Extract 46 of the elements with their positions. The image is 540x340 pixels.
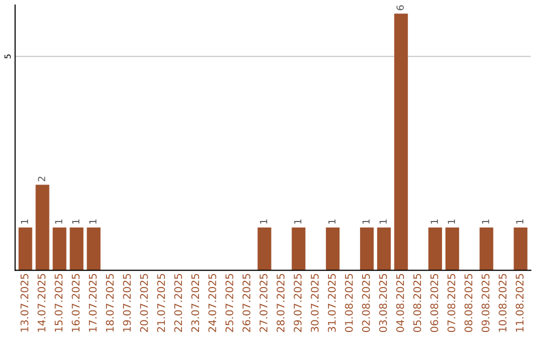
x-tick-label: 07.08.2025 bbox=[447, 274, 456, 332]
x-tick-label: 04.08.2025 bbox=[396, 274, 404, 332]
data-label: 1 bbox=[328, 219, 336, 224]
x-tick-label: 16.07.2025 bbox=[72, 274, 80, 332]
x-tick-label: 23.07.2025 bbox=[191, 274, 200, 332]
x-tick-label: 30.07.2025 bbox=[310, 274, 319, 332]
x-tick-label: 28.07.2025 bbox=[276, 274, 285, 332]
x-tick-label: 06.08.2025 bbox=[430, 274, 438, 332]
x-tick-label: 29.07.2025 bbox=[294, 274, 302, 332]
x-tick-label: 14.07.2025 bbox=[38, 274, 46, 332]
x-tick-label: 22.07.2025 bbox=[174, 274, 182, 332]
data-label: 1 bbox=[482, 219, 490, 224]
data-label: 1 bbox=[430, 219, 438, 224]
x-tick-label: 18.07.2025 bbox=[106, 274, 114, 332]
data-label: 1 bbox=[516, 219, 524, 224]
data-label: 2 bbox=[38, 176, 46, 182]
x-tick-label: 08.08.2025 bbox=[464, 274, 472, 332]
data-label: 1 bbox=[362, 219, 370, 224]
x-tick-label: 26.07.2025 bbox=[242, 274, 250, 332]
x-tick-label: 31.07.2025 bbox=[328, 274, 336, 332]
x-tick-label: 09.08.2025 bbox=[482, 274, 490, 332]
data-label: 6 bbox=[396, 5, 404, 10]
x-tick-label: 24.07.2025 bbox=[208, 274, 216, 332]
data-label: 1 bbox=[20, 219, 28, 224]
x-tick-label: 11.08.2025 bbox=[516, 274, 524, 332]
x-tick-label: 05.08.2025 bbox=[413, 274, 422, 332]
x-tick-label: 25.07.2025 bbox=[225, 274, 234, 332]
x-tick-label: 27.07.2025 bbox=[260, 274, 268, 332]
x-tick-label: 21.07.2025 bbox=[157, 274, 165, 332]
x-tick-label: 20.07.2025 bbox=[140, 274, 148, 332]
x-tick-label: 13.07.2025 bbox=[20, 274, 28, 332]
x-tick-label: 03.08.2025 bbox=[379, 274, 387, 332]
x-tick-label: 02.08.2025 bbox=[362, 274, 370, 332]
data-label: 1 bbox=[72, 219, 80, 224]
x-tick-label: 01.08.2025 bbox=[344, 274, 353, 332]
x-tick-label: 15.07.2025 bbox=[54, 274, 63, 332]
x-tick-label: 17.07.2025 bbox=[88, 274, 97, 332]
x-tick-label: 10.08.2025 bbox=[498, 274, 507, 332]
data-label: 1 bbox=[260, 219, 268, 224]
data-label: 1 bbox=[294, 219, 302, 224]
data-label: 1 bbox=[89, 219, 96, 224]
y-tick-label: 5 bbox=[4, 54, 11, 58]
x-tick-label: 19.07.2025 bbox=[122, 274, 131, 332]
data-label: 1 bbox=[380, 219, 387, 224]
data-label: 1 bbox=[55, 219, 62, 224]
data-label: 1 bbox=[448, 219, 455, 224]
